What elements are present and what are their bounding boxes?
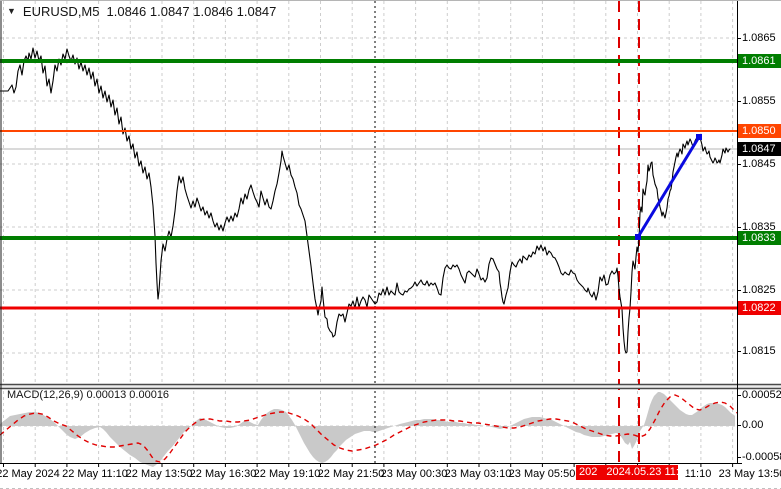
macd-tick-label: 0.00052 [742,389,781,401]
trendline-handle[interactable] [635,234,641,240]
price-tick-label: 1.0855 [742,95,776,107]
price-level-badge: 1.0861 [738,54,781,68]
time-tick-label: 23 May 00:30 [380,468,448,480]
time-tick-label: 22 May 13:50 [125,468,193,480]
chart-title: ▼ EURUSD,M5 1.0846 1.0847 1.0846 1.0847 [7,4,276,19]
time-tick-label: 22 May 16:30 [189,468,257,480]
price-tick-label: 1.0835 [742,221,776,233]
symbol-dropdown-icon[interactable]: ▼ [7,6,16,16]
vline-time-badge: 202 2024.05.23 11:00 [576,465,691,480]
time-tick-label: 23 May 05:50 [508,468,576,480]
macd-tick-label: -0.00058 [742,451,781,463]
price-level-badge: 1.0833 [738,231,781,245]
macd-signal-line [0,394,738,463]
time-tick-label: 22 May 11:10 [62,468,128,480]
price-level-badge: 1.0850 [738,124,781,138]
price-level-badge: 1.0847 [738,142,781,156]
time-tick-label: 23 May 03:10 [444,468,512,480]
axis-ticks [3,38,741,467]
ohlc-quotes: 1.0846 1.0847 1.0846 1.0847 [106,4,277,19]
price-level-lines[interactable] [0,59,737,310]
macd-tick-label: 0.00 [742,419,764,431]
vline-time-badge-text: 202 [579,466,598,478]
price-tick-label: 1.0815 [742,345,776,357]
time-tick-label: 22 May 19:10 [253,468,321,480]
time-tick-label: 23 May 13:50 [718,468,781,480]
price-tick-label: 1.0865 [742,32,776,44]
macd-indicator-label: MACD(12,26,9) 0.00013 0.00016 [7,389,170,401]
price-tick-label: 1.0845 [742,158,776,170]
time-tick-label: 11:10 [684,468,712,480]
vertical-lines[interactable] [374,1,640,463]
vline-time-badge-text: 2024.05.23 11:00 [606,466,692,478]
time-tick-label: 22 May 21:50 [317,468,385,480]
trendline[interactable] [635,134,702,240]
price-level-badge: 1.0822 [738,301,781,315]
trendline-handle[interactable] [696,134,702,140]
symbol-period-label: EURUSD,M5 [22,4,100,19]
macd-histogram-area [0,392,735,467]
time-tick-label: 22 May 2024 [0,468,60,480]
price-tick-label: 1.0825 [742,284,776,296]
